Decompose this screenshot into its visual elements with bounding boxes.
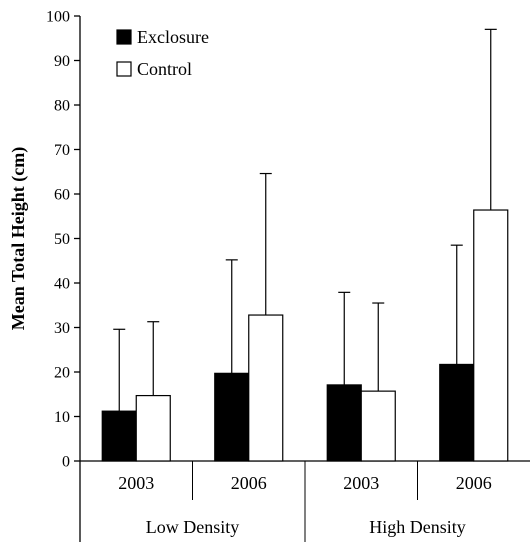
y-axis-label-group: Mean Total Height (cm) <box>8 147 29 330</box>
y-tick-label: 40 <box>54 276 70 293</box>
bar-control-1 <box>135 394 171 462</box>
x-group-label: High Density <box>369 517 466 537</box>
y-axis-label: Mean Total Height (cm) <box>8 147 29 330</box>
y-tick-label: 80 <box>54 98 70 115</box>
bar-control-2 <box>248 314 284 462</box>
bar-exclosure-4 <box>439 363 475 462</box>
x-group-label: Low Density <box>146 517 240 537</box>
x-category-labels: 2003 2006 2003 2006 <box>118 473 492 493</box>
bar-control-3 <box>360 390 396 462</box>
y-tick-label: 10 <box>54 409 70 426</box>
legend-swatch-exclosure <box>116 29 132 45</box>
y-tick-label: 0 <box>62 454 70 471</box>
bar-exclosure-1 <box>101 410 137 462</box>
y-tick-label: 100 <box>46 9 70 26</box>
y-tick-label: 20 <box>54 365 70 382</box>
x-category-label: 2006 <box>231 473 267 493</box>
legend-label-exclosure: Exclosure <box>137 27 209 47</box>
y-tick-label: 70 <box>54 142 70 159</box>
error-bars <box>113 28 497 412</box>
x-category-label: 2006 <box>456 473 492 493</box>
legend-swatch-control <box>116 61 132 77</box>
y-tick-label: 90 <box>54 53 70 70</box>
legend: Exclosure Control <box>116 27 209 79</box>
axes <box>79 16 530 542</box>
legend-label-control: Control <box>137 59 192 79</box>
bar-control-4 <box>473 209 509 462</box>
x-group-labels: Low Density High Density <box>146 517 466 537</box>
y-tick-label: 50 <box>54 231 70 248</box>
y-ticks: 0 10 20 30 40 50 60 70 80 90 100 <box>46 9 80 471</box>
y-tick-label: 60 <box>54 187 70 204</box>
bars <box>101 209 509 462</box>
x-category-label: 2003 <box>118 473 154 493</box>
y-tick-label: 30 <box>54 320 70 337</box>
x-category-label: 2003 <box>343 473 379 493</box>
bar-exclosure-2 <box>214 372 250 462</box>
bar-exclosure-3 <box>326 384 362 462</box>
